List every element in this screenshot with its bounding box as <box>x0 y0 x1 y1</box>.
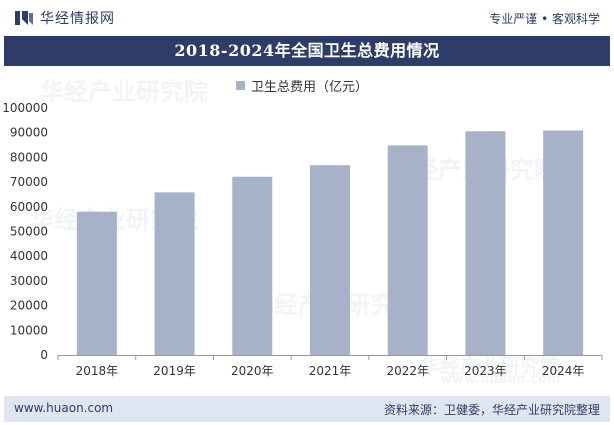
bar[interactable] <box>465 131 506 355</box>
x-tick-label: 2018年 <box>76 364 119 378</box>
y-tick-label: 30000 <box>10 274 48 288</box>
x-tick-label: 2020年 <box>231 364 274 378</box>
bar-chart: 0 10000 20000 30000 40000 50000 60000 70000 8000… <box>2 101 603 378</box>
x-tick-label: 2022年 <box>386 364 429 378</box>
bar[interactable] <box>154 192 195 355</box>
legend-swatch <box>236 80 245 90</box>
x-tick-label: 2023年 <box>464 364 507 378</box>
bar[interactable] <box>232 176 273 355</box>
y-axis: 0 10000 20000 30000 40000 50000 60000 70000 8000… <box>2 101 48 362</box>
bars <box>76 130 584 355</box>
legend-label: 卫生总费用（亿元） <box>251 79 369 95</box>
brand-name: 华经情报网 <box>40 11 115 27</box>
y-tick-label: 80000 <box>10 150 48 164</box>
x-axis: 2018年 2019年 2020年 2021年 2022年 2023年 2024年 <box>57 355 603 378</box>
x-tick-label: 2021年 <box>309 364 352 378</box>
y-tick-label: 10000 <box>10 323 48 337</box>
y-tick-label: 40000 <box>10 249 48 263</box>
y-tick-label: 50000 <box>10 225 48 239</box>
x-tick-label: 2024年 <box>542 364 585 378</box>
footer-source: 资料来源：卫健委，华经产业研究院整理 <box>383 403 600 417</box>
footer-website[interactable]: www.huaon.com <box>14 401 114 415</box>
bar[interactable] <box>387 145 428 355</box>
chart-title: 2018-2024年全国卫生总费用情况 <box>4 36 610 66</box>
bar[interactable] <box>543 130 584 355</box>
y-tick-label: 0 <box>40 348 48 362</box>
footer-bar: www.huaon.com 资料来源：卫健委，华经产业研究院整理 <box>4 396 610 422</box>
brand-logo-icon <box>15 11 33 25</box>
y-tick-label: 20000 <box>10 299 48 313</box>
slogan: 专业严谨 • 客观科学 <box>489 12 600 26</box>
chart-legend: 卫生总费用（亿元） <box>236 76 369 95</box>
bar[interactable] <box>310 165 350 355</box>
header-bar: 华经情报网 专业严谨 • 客观科学 <box>0 0 614 36</box>
y-tick-label: 100000 <box>2 101 48 115</box>
y-tick-label: 90000 <box>10 126 48 140</box>
brand[interactable]: 华经情报网 <box>14 9 115 27</box>
y-tick-label: 60000 <box>10 200 48 214</box>
bar[interactable] <box>76 211 117 355</box>
x-tick-label: 2019年 <box>153 364 196 378</box>
y-tick-label: 70000 <box>10 175 48 189</box>
